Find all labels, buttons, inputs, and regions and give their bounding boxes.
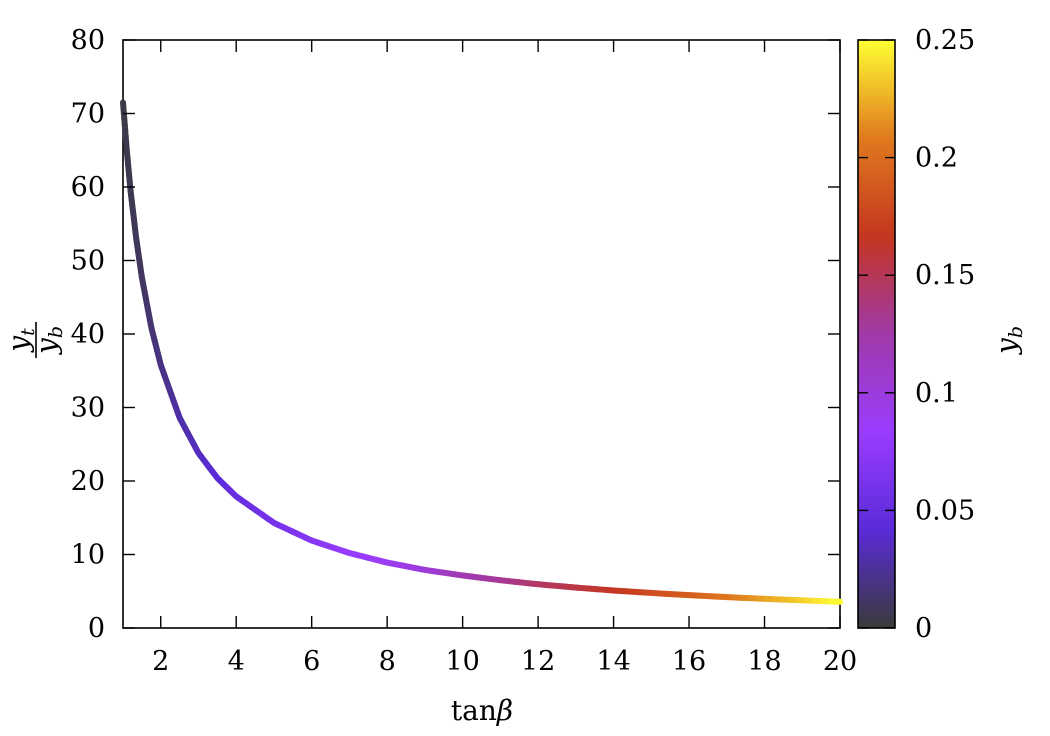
colorbar-tick-label: 0.05: [915, 495, 975, 526]
x-tick-label: 20: [823, 646, 857, 677]
x-tick-label: 14: [596, 646, 630, 677]
x-tick-label: 18: [747, 646, 781, 677]
colorbar-tick-label: 0: [915, 613, 932, 644]
y-axis: 0 10 20 30 40 50 60 70 80: [71, 25, 840, 644]
y-label-denominator: y: [30, 337, 63, 356]
x-tick-label: 8: [379, 646, 396, 677]
y-tick-label: 10: [71, 540, 105, 571]
y-label-numerator: y: [2, 335, 35, 354]
y-tick-label: 20: [71, 466, 105, 497]
y-tick-label: 40: [71, 319, 105, 350]
svg-text:yt: yt: [2, 328, 39, 354]
x-tick-label: 4: [228, 646, 245, 677]
y-tick-label: 80: [71, 25, 105, 56]
colorbar-tick-label: 0.2: [915, 143, 958, 174]
x-tick-label: 2: [152, 646, 169, 677]
y-tick-label: 60: [71, 172, 105, 203]
x-tick-label: 16: [672, 646, 706, 677]
colorbar: 0 0.05 0.1 0.15 0.2 0.25: [857, 25, 975, 644]
colorbar-gradient: [857, 39, 896, 629]
x-tick-label: 6: [303, 646, 320, 677]
plot-frame: [122, 39, 841, 629]
colorbar-tick-label: 0.1: [915, 378, 958, 409]
y-tick-label: 70: [71, 99, 105, 130]
plot-area: [122, 39, 841, 629]
colorbar-tick-label: 0.15: [915, 260, 975, 291]
x-tick-label: 10: [445, 646, 479, 677]
colorbar-label: yb: [990, 326, 1027, 356]
x-axis-label: tanβ: [451, 694, 513, 727]
svg-text:yb: yb: [30, 326, 67, 356]
y-tick-label: 50: [71, 246, 105, 277]
x-axis: 2 4 6 8 10 12 14 16 18 20: [152, 40, 857, 677]
x-tick-label: 12: [521, 646, 555, 677]
y-axis-label: yt yb: [2, 322, 67, 358]
y-tick-label: 30: [71, 393, 105, 424]
data-curve: [120, 99, 843, 605]
y-tick-label: 0: [88, 613, 105, 644]
colorbar-tick-label: 0.25: [915, 25, 975, 56]
